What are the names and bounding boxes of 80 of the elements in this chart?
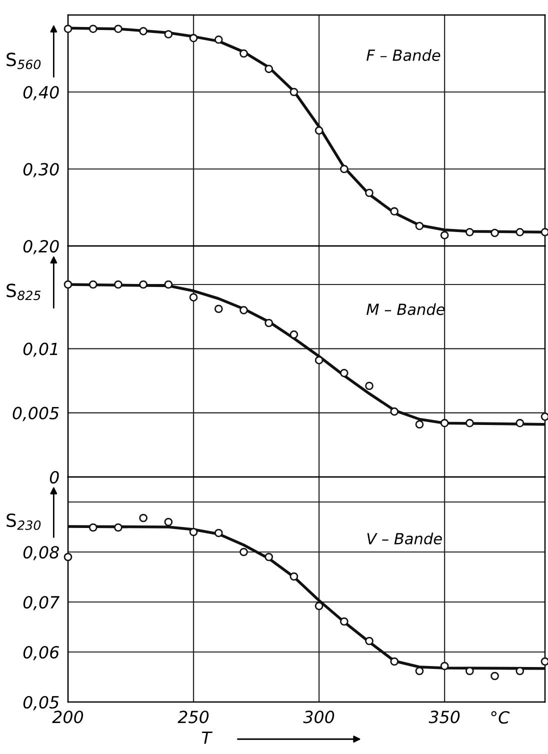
point xyxy=(164,280,173,289)
point xyxy=(264,64,274,74)
point xyxy=(415,420,424,429)
point xyxy=(114,24,122,34)
point xyxy=(314,126,324,135)
point xyxy=(264,552,274,562)
y-tick-label: 0,05 xyxy=(23,696,59,710)
point xyxy=(214,35,223,44)
point xyxy=(114,280,122,289)
point xyxy=(139,280,148,289)
y-tick-label: 0,06 xyxy=(23,646,59,660)
point xyxy=(365,188,374,198)
point xyxy=(440,662,449,670)
point xyxy=(64,24,72,34)
point xyxy=(214,528,223,538)
point xyxy=(114,523,122,532)
point xyxy=(139,514,148,522)
point xyxy=(466,228,474,236)
point xyxy=(466,418,474,428)
point xyxy=(340,368,348,378)
point xyxy=(214,304,223,314)
point xyxy=(240,548,248,556)
y-tick-label: 0,40 xyxy=(23,86,59,100)
y-axis-title: S$_{560}$ xyxy=(6,52,41,70)
y-tick-label: 0 xyxy=(50,470,59,484)
annotation: F – Bande xyxy=(366,49,440,62)
y-axis-title: S$_{230}$ xyxy=(6,513,41,530)
point xyxy=(88,280,98,289)
point xyxy=(314,602,324,610)
point xyxy=(340,164,348,174)
point xyxy=(290,88,298,96)
point xyxy=(516,418,524,428)
point xyxy=(88,523,98,532)
point xyxy=(490,672,499,680)
point xyxy=(415,222,424,230)
point xyxy=(516,228,524,236)
y-tick-label: 0,07 xyxy=(23,596,60,610)
point xyxy=(64,280,72,289)
point xyxy=(390,657,399,666)
point xyxy=(466,666,474,676)
point xyxy=(314,356,324,364)
point xyxy=(440,231,449,240)
x-tick-label: 300 xyxy=(303,710,334,724)
point xyxy=(440,418,449,428)
point xyxy=(490,228,499,238)
point xyxy=(540,657,548,666)
y-tick-label: 0,005 xyxy=(12,406,59,422)
x-tick-label: 250 xyxy=(178,710,209,724)
point xyxy=(390,407,399,416)
point xyxy=(189,528,198,536)
x-tick-label: 350 xyxy=(428,710,460,724)
y-tick-label: 0,30 xyxy=(23,162,59,178)
y-tick-label: 0,01 xyxy=(23,342,58,357)
point xyxy=(64,552,72,562)
point xyxy=(516,666,524,676)
point xyxy=(189,34,198,42)
y-tick-label: 0,20 xyxy=(23,240,59,254)
point xyxy=(290,330,298,339)
point xyxy=(264,318,274,328)
point xyxy=(365,382,374,390)
y-axis-title: S$_{825}$ xyxy=(6,284,41,300)
point xyxy=(164,30,173,38)
x-tick-label: 200 xyxy=(52,710,84,724)
point xyxy=(390,207,399,216)
point xyxy=(240,306,248,314)
text: °C xyxy=(491,711,510,724)
point xyxy=(540,228,548,236)
point xyxy=(415,666,424,676)
y-tick-label: 0,08 xyxy=(23,546,59,560)
point xyxy=(139,27,148,36)
point xyxy=(340,617,348,626)
x-axis-title: T xyxy=(202,732,213,744)
point xyxy=(365,636,374,646)
point xyxy=(290,572,298,581)
point xyxy=(88,24,98,34)
point xyxy=(240,49,248,58)
point xyxy=(540,412,548,421)
point xyxy=(164,518,173,526)
point xyxy=(189,293,198,302)
annotation: V – Bande xyxy=(367,532,442,544)
